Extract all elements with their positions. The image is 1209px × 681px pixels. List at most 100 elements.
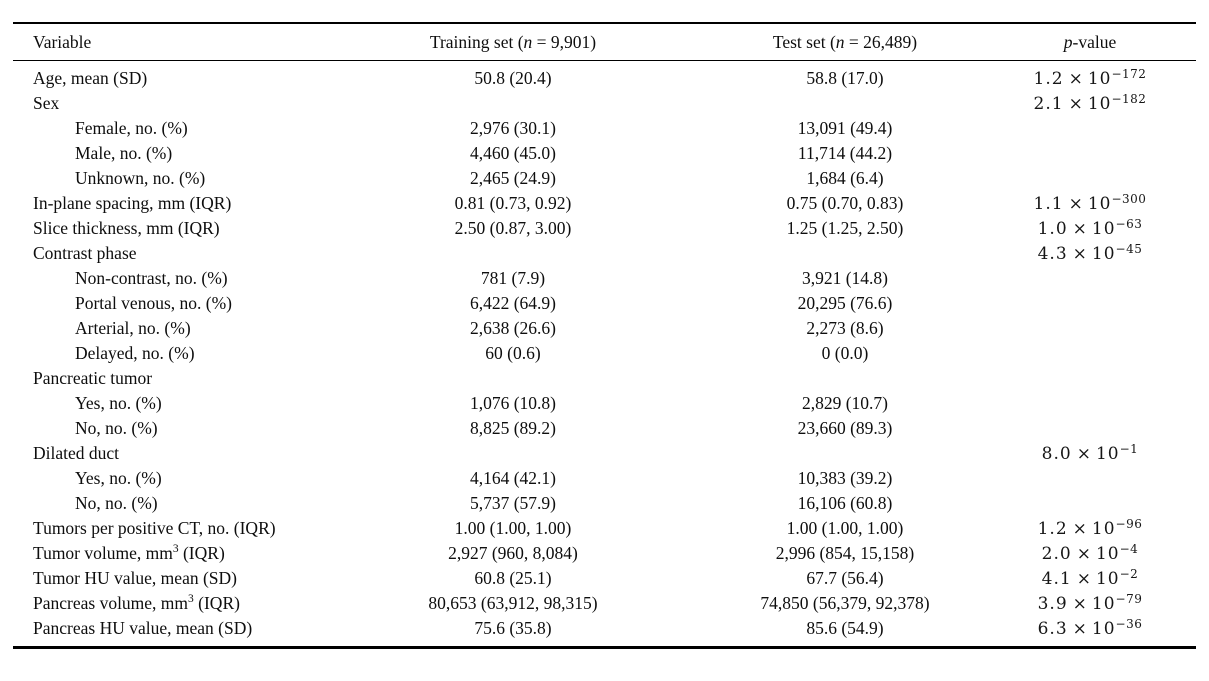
p-value-exponent: −79 xyxy=(1115,591,1143,606)
test-set-value-cell: 67.7 (56.4) xyxy=(806,568,884,589)
variable-label-cell: Non-contrast, no. (%) xyxy=(75,268,228,289)
multiplication-sign: × xyxy=(1068,94,1083,115)
test-set-value-cell: 3,921 (14.8) xyxy=(801,268,889,289)
test-set-value-cell: 74,850 (56,379, 92,378) xyxy=(760,593,930,614)
training-set-value-cell: 50.8 (20.4) xyxy=(474,68,552,89)
p-value-cell: 8.0 × 10−1 xyxy=(1041,441,1139,465)
training-set-value-cell: 2,465 (24.9) xyxy=(469,168,557,189)
table-body: Age, mean (SD) 50.8 (20.4) 58.8 (17.0) 1.2 ×… xyxy=(13,61,1196,646)
table-row: Tumor volume, mm3 (IQR) 2,927 (960, 8,084… xyxy=(13,541,1196,566)
header-text: Test set ( xyxy=(772,31,836,52)
variable-label-cell: Yes, no. (%) xyxy=(75,468,162,489)
training-set-value-cell: 2,638 (26.6) xyxy=(469,318,557,339)
variable-label-cell: Pancreas HU value, mean (SD) xyxy=(33,618,253,639)
table-row: Male, no. (%) 4,460 (45.0) 11,714 (44.2) xyxy=(13,141,1196,166)
p-value-cell: 1.0 × 10−63 xyxy=(1037,216,1143,240)
header-italic-n: n xyxy=(835,31,845,52)
table-row: Arterial, no. (%) 2,638 (26.6) 2,273 (8.6) xyxy=(13,316,1196,341)
table-row: Delayed, no. (%) 60 (0.6) 0 (0.0) xyxy=(13,341,1196,366)
column-header-variable: Variable xyxy=(13,32,320,53)
test-set-value-cell: 16,106 (60.8) xyxy=(797,493,893,514)
test-set-value-cell: 85.6 (54.9) xyxy=(806,618,884,639)
p-value-exponent: −36 xyxy=(1115,616,1143,631)
table-row: Tumor HU value, mean (SD) 60.8 (25.1) 67.7… xyxy=(13,566,1196,591)
training-set-value-cell: 781 (7.9) xyxy=(480,268,546,289)
p-value-exponent: −96 xyxy=(1115,516,1143,531)
p-value-exponent: −300 xyxy=(1111,191,1147,206)
variable-label-cell: Pancreatic tumor xyxy=(33,368,153,389)
multiplication-sign: × xyxy=(1072,219,1087,240)
training-set-value-cell: 1.00 (1.00, 1.00) xyxy=(454,518,572,539)
multiplication-sign: × xyxy=(1068,69,1083,90)
header-italic-n: n xyxy=(523,31,533,52)
variable-label-cell: Female, no. (%) xyxy=(75,118,188,139)
p-value-exponent: −45 xyxy=(1115,241,1143,256)
table-row: Pancreas HU value, mean (SD) 75.6 (35.8) 8… xyxy=(13,616,1196,641)
table-row: Unknown, no. (%) 2,465 (24.9) 1,684 (6.4) xyxy=(13,166,1196,191)
variable-label-cell: Dilated duct xyxy=(33,443,120,464)
multiplication-sign: × xyxy=(1072,519,1087,540)
table-row: No, no. (%) 8,825 (89.2) 23,660 (89.3) xyxy=(13,416,1196,441)
training-set-value-cell: 1,076 (10.8) xyxy=(469,393,557,414)
test-set-value-cell: 23,660 (89.3) xyxy=(797,418,893,439)
multiplication-sign: × xyxy=(1068,194,1083,215)
table-row: Portal venous, no. (%) 6,422 (64.9) 20,295… xyxy=(13,291,1196,316)
p-value-cell: 2.0 × 10−4 xyxy=(1041,541,1139,565)
test-set-value-cell: 20,295 (76.6) xyxy=(797,293,893,314)
test-set-value-cell: 10,383 (39.2) xyxy=(797,468,893,489)
variable-label-cell: Male, no. (%) xyxy=(75,143,173,164)
table-row: Pancreas volume, mm3 (IQR) 80,653 (63,912… xyxy=(13,591,1196,616)
test-set-value-cell: 2,273 (8.6) xyxy=(806,318,884,339)
test-set-value-cell: 2,996 (854, 15,158) xyxy=(775,543,915,564)
test-set-value-cell: 2,829 (10.7) xyxy=(801,393,889,414)
column-header-training-set: Training set (n = 9,901) xyxy=(320,32,706,53)
table-row: Age, mean (SD) 50.8 (20.4) 58.8 (17.0) 1.2 ×… xyxy=(13,66,1196,91)
test-set-value-cell: 11,714 (44.2) xyxy=(797,143,893,164)
label-superscript: 3 xyxy=(172,543,179,556)
p-value-cell: 6.3 × 10−36 xyxy=(1037,616,1143,640)
header-rule xyxy=(13,60,1196,62)
stats-table: Variable Training set (n = 9,901) Test s… xyxy=(13,21,1196,650)
p-value-exponent: −63 xyxy=(1115,216,1143,231)
test-set-value-cell: 0.75 (0.70, 0.83) xyxy=(786,193,904,214)
multiplication-sign: × xyxy=(1072,594,1087,615)
table-row: Female, no. (%) 2,976 (30.1) 13,091 (49.4) xyxy=(13,116,1196,141)
training-set-value-cell: 60 (0.6) xyxy=(485,343,541,364)
bottom-rule xyxy=(13,646,1196,650)
table-row: No, no. (%) 5,737 (57.9) 16,106 (60.8) xyxy=(13,491,1196,516)
variable-label-cell: Tumor volume, mm3 (IQR) xyxy=(33,543,225,564)
variable-label-cell: Contrast phase xyxy=(33,243,137,264)
test-set-value-cell: 1.00 (1.00, 1.00) xyxy=(786,518,904,539)
header-text: = 26,489) xyxy=(844,31,918,52)
training-set-value-cell: 8,825 (89.2) xyxy=(469,418,557,439)
p-value-cell: 4.1 × 10−2 xyxy=(1041,566,1139,590)
variable-label-cell: Pancreas volume, mm3 (IQR) xyxy=(33,593,240,614)
multiplication-sign: × xyxy=(1076,569,1091,590)
training-set-value-cell: 2,976 (30.1) xyxy=(469,118,557,139)
column-header-p-value: p-value xyxy=(984,32,1196,53)
p-value-exponent: −4 xyxy=(1119,541,1139,556)
variable-label-cell: Tumor HU value, mean (SD) xyxy=(33,568,237,589)
table-row: Yes, no. (%) 4,164 (42.1) 10,383 (39.2) xyxy=(13,466,1196,491)
multiplication-sign: × xyxy=(1072,244,1087,265)
table-row: Contrast phase 4.3 × 10−45 xyxy=(13,241,1196,266)
training-set-value-cell: 4,460 (45.0) xyxy=(469,143,557,164)
multiplication-sign: × xyxy=(1072,619,1087,640)
variable-label-cell: Delayed, no. (%) xyxy=(75,343,195,364)
p-value-exponent: −2 xyxy=(1119,566,1139,581)
table-row: Non-contrast, no. (%) 781 (7.9) 3,921 (14.… xyxy=(13,266,1196,291)
table-row: Slice thickness, mm (IQR) 2.50 (0.87, 3.0… xyxy=(13,216,1196,241)
p-value-exponent: −1 xyxy=(1119,441,1139,456)
variable-label-cell: No, no. (%) xyxy=(75,493,158,514)
multiplication-sign: × xyxy=(1076,544,1091,565)
training-set-value-cell: 5,737 (57.9) xyxy=(469,493,557,514)
variable-label-cell: Portal venous, no. (%) xyxy=(75,293,232,314)
test-set-value-cell: 13,091 (49.4) xyxy=(797,118,893,139)
test-set-value-cell: 58.8 (17.0) xyxy=(806,68,884,89)
p-value-cell: 2.1 × 10−182 xyxy=(1033,91,1147,115)
table-row: In-plane spacing, mm (IQR) 0.81 (0.73, 0.… xyxy=(13,191,1196,216)
training-set-value-cell: 2,927 (960, 8,084) xyxy=(448,543,578,564)
test-set-value-cell: 0 (0.0) xyxy=(821,343,869,364)
header-text: Variable xyxy=(33,31,92,52)
header-text: Training set ( xyxy=(429,31,524,52)
